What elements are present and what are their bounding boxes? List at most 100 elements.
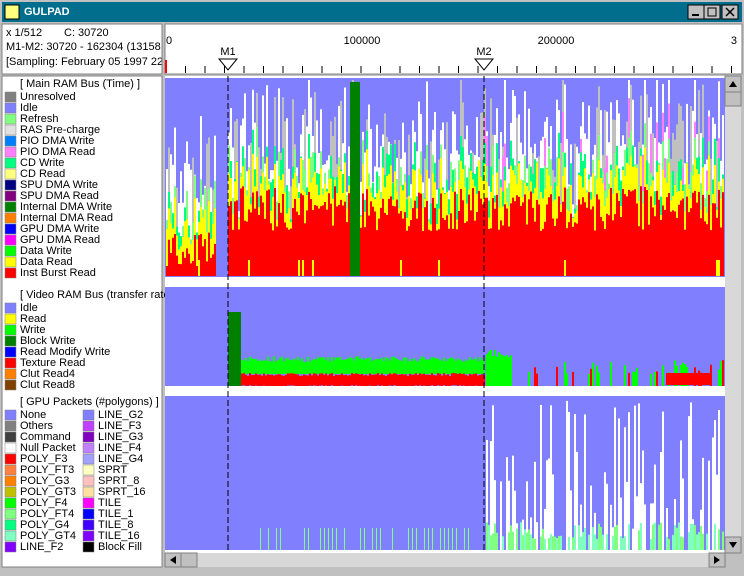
- trace-segment: [628, 138, 630, 165]
- trace-segment: [397, 359, 399, 374]
- trace-segment: [230, 108, 232, 161]
- trace-segment: [510, 123, 512, 141]
- trace-segment: [479, 375, 481, 387]
- trace-segment: [298, 192, 300, 198]
- trace-segment: [294, 199, 296, 276]
- trace-segment: [250, 143, 252, 197]
- trace-segment: [206, 144, 208, 206]
- trace-segment: [463, 374, 465, 386]
- trace-segment: [431, 373, 433, 385]
- trace-segment: [292, 99, 294, 167]
- scroll-thumb[interactable]: [725, 92, 741, 106]
- trace-segment: [360, 216, 362, 227]
- trace-segment: [662, 84, 664, 113]
- trace-segment: [500, 187, 502, 220]
- trace-segment: [492, 145, 494, 175]
- trace-segment: [393, 357, 395, 374]
- scroll-track[interactable]: [725, 76, 741, 553]
- trace-segment: [672, 210, 674, 276]
- trace-segment: [202, 217, 204, 246]
- trace-segment: [206, 232, 208, 261]
- trace-segment: [604, 472, 606, 550]
- trace-segment: [326, 191, 328, 209]
- trace-segment: [182, 226, 184, 237]
- trace-segment: [714, 165, 716, 204]
- trace-segment: [241, 360, 243, 374]
- trace-segment: [664, 132, 666, 158]
- trace-segment: [180, 236, 182, 246]
- trace-segment: [554, 226, 556, 276]
- trace-segment: [390, 196, 392, 276]
- trace-segment: [433, 375, 435, 387]
- window-title: GULPAD: [24, 6, 70, 18]
- trace-segment: [472, 172, 474, 179]
- trace-segment: [254, 209, 256, 276]
- trace-segment: [427, 375, 429, 387]
- marker-label: M1: [220, 46, 235, 58]
- trace-segment: [439, 374, 441, 386]
- scroll-track[interactable]: [165, 553, 725, 567]
- trace-segment: [588, 174, 590, 179]
- trace-segment: [439, 360, 441, 374]
- minimize-button[interactable]: [688, 5, 704, 19]
- trace-segment: [442, 187, 444, 189]
- trace-segment: [612, 220, 614, 276]
- trace-segment: [588, 106, 590, 175]
- trace-segment: [522, 197, 524, 203]
- trace-segment: [359, 375, 361, 387]
- trace-segment: [236, 161, 238, 162]
- trace-segment: [355, 373, 357, 385]
- trace-segment: [256, 93, 258, 127]
- legend-swatch: [5, 114, 16, 124]
- maximize-button[interactable]: [704, 5, 720, 19]
- legend-swatch: [5, 147, 16, 157]
- trace-segment: [469, 374, 471, 386]
- trace-segment: [614, 120, 616, 153]
- trace-segment: [672, 171, 674, 196]
- trace-segment: [306, 210, 308, 276]
- trace-segment: [184, 258, 186, 276]
- trace-segment: [392, 200, 394, 206]
- trace-segment: [444, 194, 446, 220]
- trace-segment: [268, 528, 269, 550]
- trace-segment: [536, 162, 538, 163]
- trace-segment: [435, 358, 437, 374]
- trace-segment: [319, 374, 321, 386]
- trace-segment: [432, 198, 434, 276]
- trace-segment: [394, 140, 396, 144]
- trace-segment: [622, 538, 624, 550]
- trace-segment: [232, 214, 234, 229]
- trace-segment: [398, 140, 400, 196]
- trace-segment: [676, 124, 678, 172]
- trace-segment: [592, 160, 594, 173]
- trace-segment: [666, 127, 668, 159]
- ruler-label: 0: [166, 35, 172, 47]
- trace-segment: [426, 201, 428, 276]
- trace-segment: [194, 175, 196, 176]
- trace-segment: [606, 197, 608, 213]
- trace-segment: [385, 357, 387, 374]
- trace-segment: [276, 161, 278, 202]
- trace-segment: [425, 375, 427, 387]
- trace-segment: [374, 197, 376, 199]
- trace-segment: [313, 373, 315, 385]
- legend-swatch: [83, 421, 94, 431]
- trace-segment: [670, 200, 672, 211]
- scroll-thumb[interactable]: [181, 553, 197, 567]
- trace-segment: [694, 159, 696, 191]
- trace-segment: [702, 534, 704, 550]
- trace-segment: [700, 133, 702, 183]
- legend-swatch: [5, 498, 16, 508]
- trace-segment: [307, 357, 309, 374]
- trace-segment: [708, 156, 710, 195]
- trace-segment: [276, 202, 278, 220]
- trace-segment: [508, 183, 510, 206]
- trace-segment: [590, 486, 592, 550]
- trace-segment: [608, 215, 610, 276]
- trace-segment: [332, 177, 334, 199]
- trace-segment: [384, 187, 386, 213]
- trace-segment: [640, 148, 642, 156]
- trace-segment: [686, 104, 688, 163]
- trace-segment: [287, 358, 289, 374]
- trace-segment: [486, 166, 488, 182]
